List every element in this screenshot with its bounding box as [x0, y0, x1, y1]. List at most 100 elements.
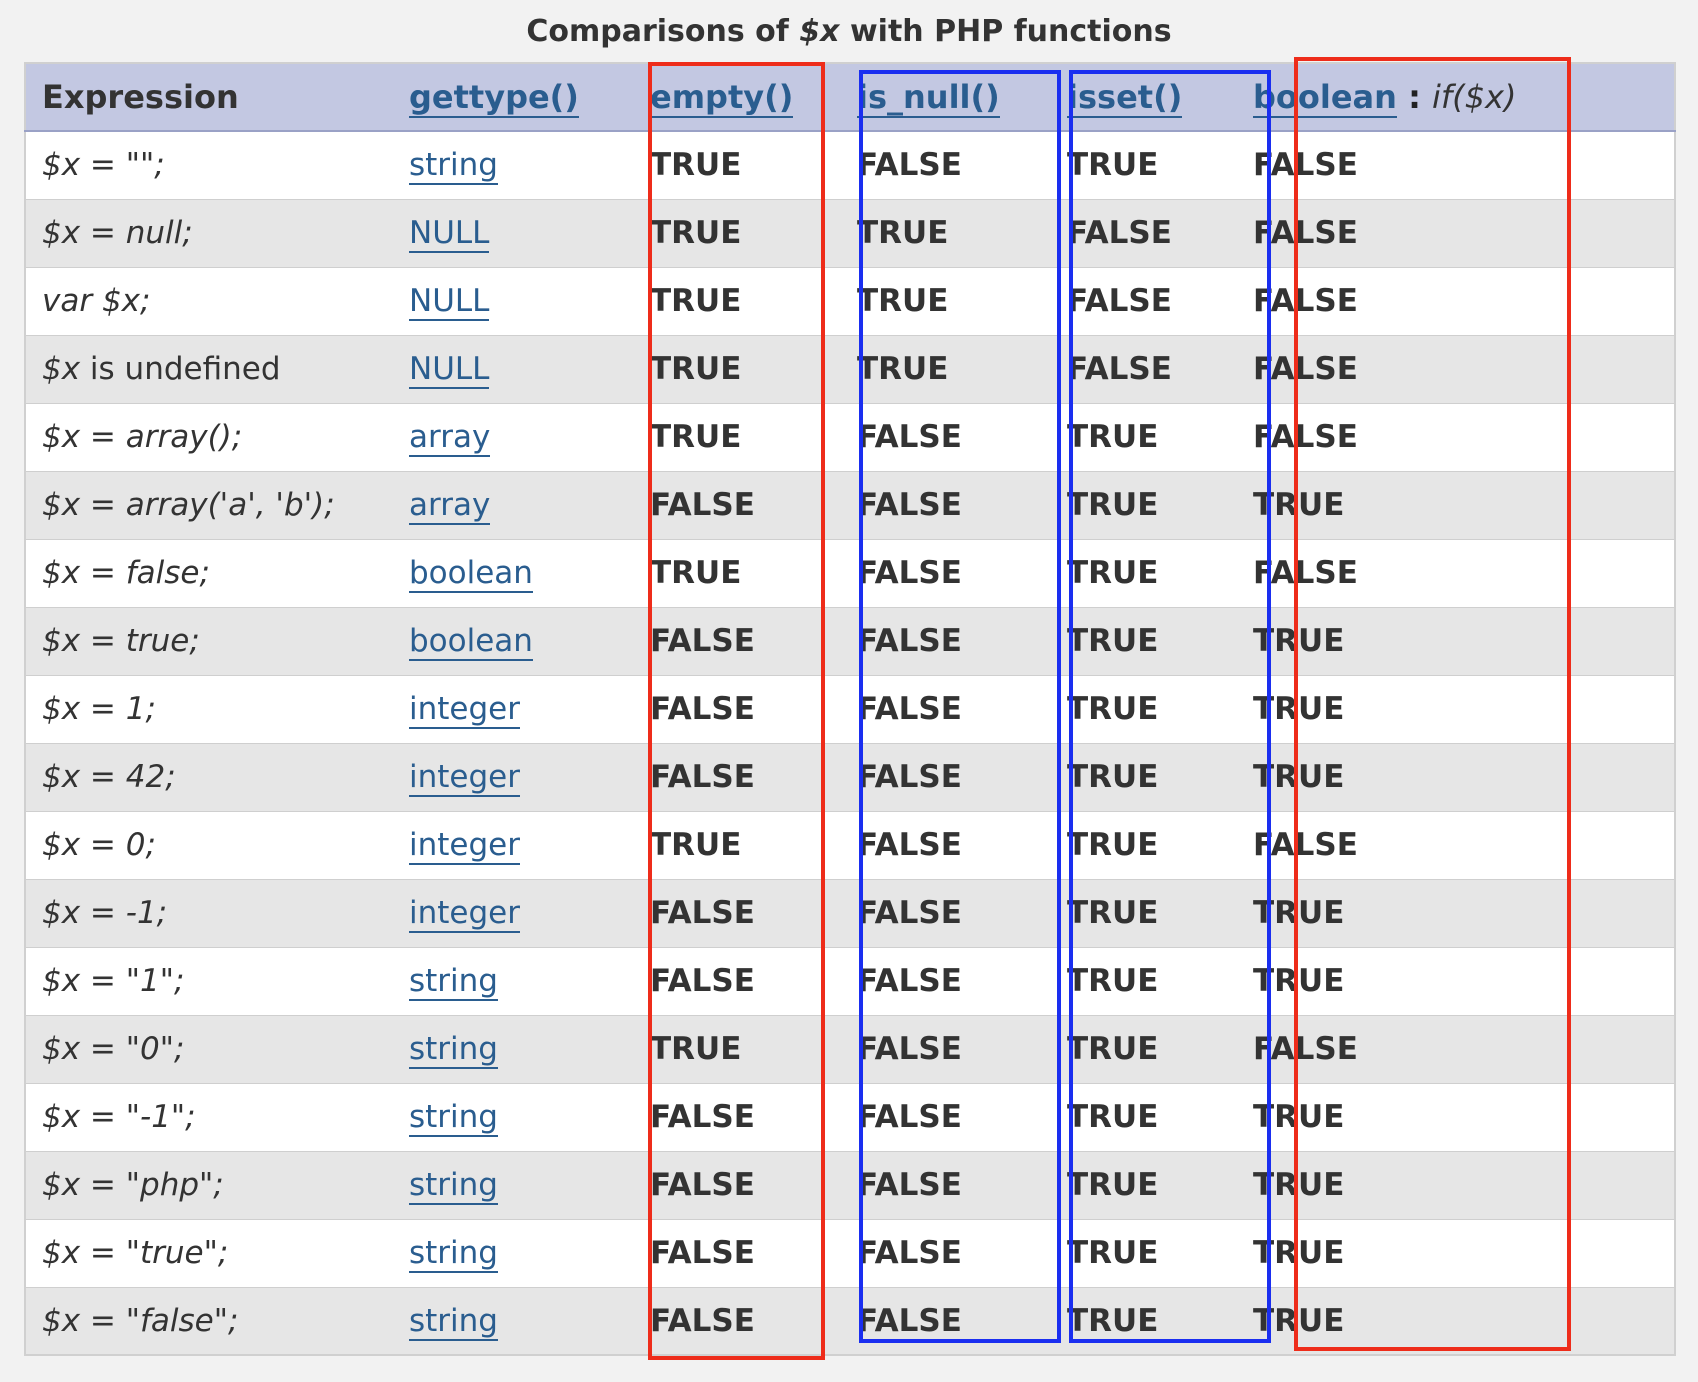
expression-code: $x = "1";	[42, 963, 185, 999]
empty-cell: FALSE	[626, 1150, 829, 1219]
type-link[interactable]: integer	[409, 759, 520, 797]
isset-cell: TRUE	[1027, 674, 1238, 743]
bool-cell: FALSE	[1238, 810, 1675, 879]
table-row: $x = 42; integer FALSE FALSE TRUE TRUE	[25, 742, 1675, 811]
gettype-cell: array	[393, 402, 626, 471]
expression-cell: $x = 42;	[25, 742, 393, 811]
table-row: $x = -1; integer FALSE FALSE TRUE TRUE	[25, 878, 1675, 947]
isset-cell: TRUE	[1027, 606, 1238, 675]
empty-cell: FALSE	[626, 470, 829, 539]
type-link[interactable]: NULL	[409, 283, 490, 321]
gettype-link[interactable]: gettype()	[409, 78, 579, 118]
isset-cell: TRUE	[1027, 810, 1238, 879]
expression-code: $x = "true";	[42, 1235, 229, 1271]
gettype-cell: string	[393, 1286, 626, 1355]
bool-cell: FALSE	[1238, 130, 1675, 199]
bool-cell: TRUE	[1238, 1150, 1675, 1219]
is-null-cell: FALSE	[829, 606, 1027, 675]
type-link[interactable]: string	[409, 1235, 498, 1273]
gettype-cell: NULL	[393, 198, 626, 267]
bool-cell: FALSE	[1238, 402, 1675, 471]
is-null-cell: FALSE	[829, 1014, 1027, 1083]
expression-code: $x = "";	[42, 147, 165, 184]
bool-cell: TRUE	[1238, 878, 1675, 947]
table-row: $x is undefined NULL TRUE TRUE FALSE FALSE	[25, 334, 1675, 403]
type-link[interactable]: integer	[409, 827, 520, 865]
empty-cell: TRUE	[626, 810, 829, 879]
empty-cell: TRUE	[626, 1014, 829, 1083]
table-row: $x = ""; string TRUE FALSE TRUE FALSE	[25, 130, 1675, 199]
type-link[interactable]: NULL	[409, 215, 490, 253]
expression-cell: $x = array();	[25, 402, 393, 471]
isset-cell: FALSE	[1027, 266, 1238, 335]
gettype-cell: array	[393, 470, 626, 539]
expression-cell: $x = "-1";	[25, 1082, 393, 1151]
type-link[interactable]: integer	[409, 895, 520, 933]
gettype-cell: boolean	[393, 606, 626, 675]
expression-code: $x = -1;	[42, 895, 168, 931]
is-null-link[interactable]: is_null()	[857, 78, 1000, 118]
expression-cell: $x = "";	[25, 130, 393, 199]
gettype-cell: NULL	[393, 334, 626, 403]
type-link[interactable]: array	[409, 419, 491, 457]
table-row: $x = array('a', 'b'); array FALSE FALSE TRUE…	[25, 470, 1675, 539]
header-isset: isset()	[1027, 63, 1238, 132]
is-null-cell: TRUE	[829, 266, 1027, 335]
type-link[interactable]: boolean	[409, 623, 533, 661]
expression-cell: $x = true;	[25, 606, 393, 675]
isset-cell: TRUE	[1027, 878, 1238, 947]
bool-cell: TRUE	[1238, 606, 1675, 675]
is-null-cell: FALSE	[829, 402, 1027, 471]
type-link[interactable]: string	[409, 1302, 498, 1341]
is-null-cell: FALSE	[829, 1218, 1027, 1287]
expression-code: $x = array('a', 'b');	[42, 487, 335, 523]
isset-cell: TRUE	[1027, 402, 1238, 471]
expression-text: is undefined	[80, 351, 281, 387]
is-null-cell: FALSE	[829, 742, 1027, 811]
bool-cell: FALSE	[1238, 266, 1675, 335]
empty-link[interactable]: empty()	[650, 78, 794, 118]
expression-code: $x = true;	[42, 623, 200, 659]
expression-cell: $x = "1";	[25, 946, 393, 1015]
isset-cell: TRUE	[1027, 470, 1238, 539]
empty-cell: FALSE	[626, 946, 829, 1015]
type-link[interactable]: integer	[409, 691, 520, 729]
type-link[interactable]: NULL	[409, 351, 490, 389]
isset-cell: TRUE	[1027, 1150, 1238, 1219]
type-link[interactable]: string	[409, 1031, 498, 1069]
type-link[interactable]: array	[409, 487, 491, 525]
expression-code: $x = false;	[42, 555, 210, 591]
type-link[interactable]: string	[409, 147, 498, 186]
isset-cell: TRUE	[1027, 1082, 1238, 1151]
bool-cell: TRUE	[1238, 674, 1675, 743]
caption-suffix: with PHP functions	[839, 14, 1172, 49]
type-link[interactable]: string	[409, 1167, 498, 1205]
is-null-cell: TRUE	[829, 198, 1027, 267]
gettype-cell: string	[393, 946, 626, 1015]
expression-code: $x = 1;	[42, 691, 156, 727]
empty-cell: FALSE	[626, 1218, 829, 1287]
expression-cell: $x = "true";	[25, 1218, 393, 1287]
is-null-cell: TRUE	[829, 334, 1027, 403]
expression-code: $x = "php";	[42, 1167, 224, 1203]
isset-link[interactable]: isset()	[1067, 78, 1183, 118]
header-boolean: boolean : if($x)	[1238, 63, 1675, 132]
gettype-cell: string	[393, 1218, 626, 1287]
expression-code: $x = "0";	[42, 1031, 185, 1067]
table-row: $x = "php"; string FALSE FALSE TRUE TRUE	[25, 1150, 1675, 1219]
isset-cell: TRUE	[1027, 742, 1238, 811]
boolean-note: if($x)	[1432, 78, 1517, 116]
type-link[interactable]: string	[409, 963, 498, 1001]
header-expression: Expression	[25, 63, 393, 132]
bool-cell: TRUE	[1238, 742, 1675, 811]
gettype-cell: integer	[393, 742, 626, 811]
is-null-cell: FALSE	[829, 878, 1027, 947]
is-null-cell: FALSE	[829, 470, 1027, 539]
gettype-cell: string	[393, 1014, 626, 1083]
table-row: var $x; NULL TRUE TRUE FALSE FALSE	[25, 266, 1675, 335]
isset-cell: FALSE	[1027, 198, 1238, 267]
type-link[interactable]: string	[409, 1099, 498, 1137]
boolean-link[interactable]: boolean	[1253, 78, 1397, 118]
type-link[interactable]: boolean	[409, 555, 533, 593]
isset-cell: TRUE	[1027, 538, 1238, 607]
